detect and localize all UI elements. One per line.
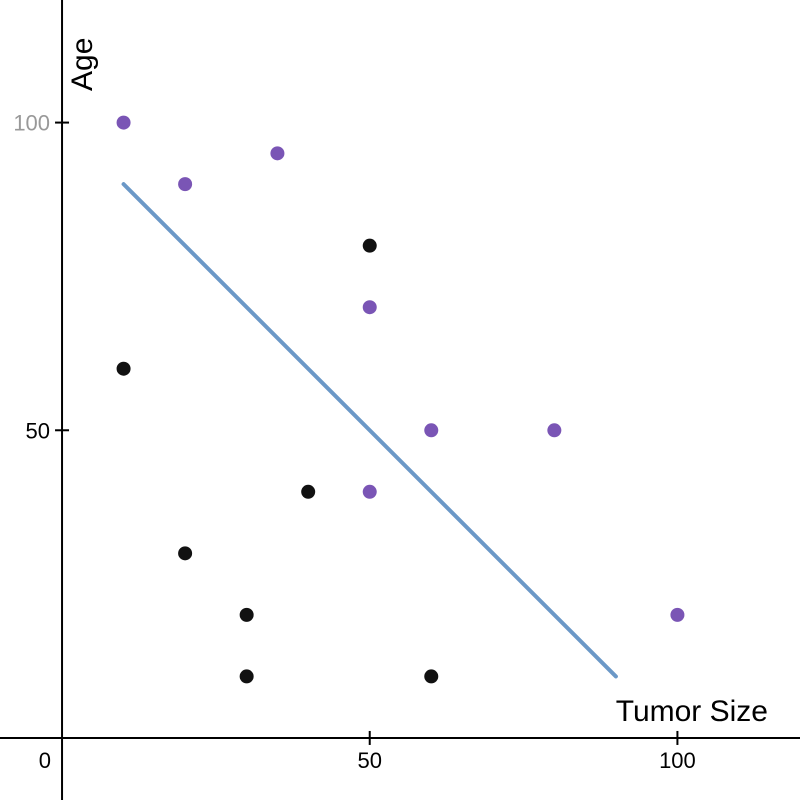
decision-lines (121, 182, 618, 679)
black-data-point (178, 546, 193, 561)
x-tick-label: 100 (659, 748, 696, 773)
y-tick-label: 50 (26, 418, 50, 443)
purple-data-point (178, 177, 193, 192)
purple-data-point (116, 115, 131, 130)
purple-data-point (270, 146, 285, 161)
black-data-point (239, 669, 254, 684)
purple-data-point (670, 607, 685, 622)
boundary-line (121, 182, 618, 679)
purple-data-point (547, 423, 562, 438)
purple-data-point (424, 423, 439, 438)
x-axis-title: Tumor Size (616, 695, 768, 728)
black-data-point (424, 669, 439, 684)
black-data-point (116, 361, 131, 376)
y-axis-title: Age (66, 38, 99, 91)
origin-label: 0 (39, 748, 51, 773)
y-tick-label: 100 (13, 111, 50, 136)
black-data-point (239, 607, 254, 622)
data-points (116, 115, 685, 684)
x-tick-label: 50 (357, 748, 381, 773)
purple-data-point (362, 300, 377, 315)
axis-labels: Tumor Size Age 0 (39, 38, 768, 773)
purple-data-point (362, 484, 377, 499)
black-data-point (362, 238, 377, 253)
black-data-point (301, 484, 316, 499)
